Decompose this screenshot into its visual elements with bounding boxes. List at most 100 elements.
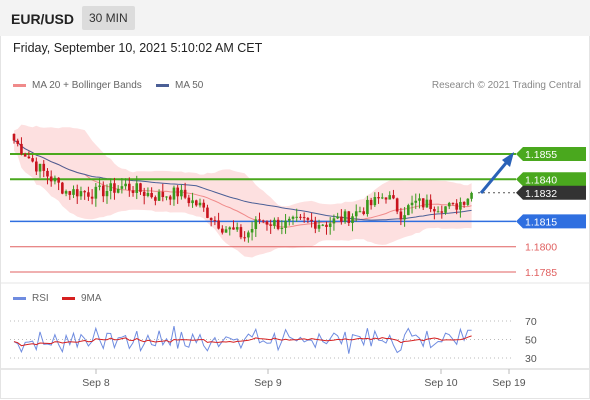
candle-body bbox=[377, 197, 380, 199]
candle-body bbox=[12, 133, 16, 141]
level-tag-resistance bbox=[516, 172, 586, 187]
level-label-1.1800: 1.1800 bbox=[525, 242, 557, 254]
candle-body bbox=[414, 200, 418, 203]
candle-body bbox=[98, 185, 101, 187]
legend-rsi: RSI bbox=[13, 293, 49, 304]
candle-body bbox=[321, 224, 325, 226]
candle-body bbox=[217, 220, 220, 229]
candle-body bbox=[462, 201, 466, 205]
candle-body bbox=[436, 211, 440, 213]
candle-body bbox=[429, 199, 432, 210]
candle-body bbox=[232, 227, 235, 230]
candle-body bbox=[362, 211, 365, 215]
candle-body bbox=[224, 229, 228, 233]
rsi-ma-line bbox=[13, 335, 472, 347]
candle-body bbox=[380, 197, 384, 199]
candle-body bbox=[247, 232, 250, 238]
level-label-1.1815: 1.1815 bbox=[525, 216, 557, 228]
rsi-tick-label: 30 bbox=[525, 353, 537, 365]
rsi-tick-label: 50 bbox=[525, 335, 537, 347]
candle-body bbox=[388, 195, 392, 200]
candle-body bbox=[317, 224, 321, 229]
level-label-1.1785: 1.1785 bbox=[525, 267, 557, 279]
candle-body bbox=[72, 189, 75, 195]
candle-body bbox=[57, 177, 60, 183]
legend-ma50: MA 50 bbox=[156, 80, 203, 91]
level-label-1.1832: 1.1832 bbox=[525, 188, 557, 200]
candle-body bbox=[101, 185, 105, 197]
candle-body bbox=[250, 228, 254, 233]
candle-body bbox=[284, 220, 287, 228]
candle-body bbox=[90, 196, 94, 199]
candle-body bbox=[221, 228, 224, 233]
x-tick-label: Sep 8 bbox=[82, 377, 110, 389]
candle-body bbox=[328, 223, 332, 227]
candle-body bbox=[113, 183, 116, 193]
candle-body bbox=[425, 199, 429, 208]
legend-rsi-ma: 9MA bbox=[62, 293, 102, 304]
candle-body bbox=[202, 202, 206, 208]
rsi-ma-swatch-icon bbox=[62, 296, 75, 300]
candle-body bbox=[336, 216, 339, 219]
candle-body bbox=[447, 202, 451, 207]
candle-body bbox=[27, 156, 31, 159]
candle-body bbox=[20, 143, 23, 155]
candle-body bbox=[176, 187, 179, 197]
candle-body bbox=[384, 197, 388, 200]
candle-body bbox=[440, 211, 444, 213]
candle-body bbox=[131, 190, 135, 194]
candle-body bbox=[459, 201, 462, 210]
candle-body bbox=[209, 217, 213, 221]
candle-body bbox=[265, 221, 269, 225]
candle-body bbox=[228, 227, 232, 230]
candle-body bbox=[75, 189, 79, 197]
candle-body bbox=[146, 192, 150, 196]
candle-body bbox=[302, 217, 306, 219]
candle-body bbox=[399, 211, 403, 220]
legend-rsi-label: RSI bbox=[32, 293, 49, 304]
candle-body bbox=[109, 183, 113, 191]
rsi-line bbox=[13, 326, 472, 354]
legend-ma50-label: MA 50 bbox=[175, 80, 204, 91]
timeframe-button[interactable]: 30 MIN bbox=[82, 6, 135, 30]
candle-body bbox=[42, 163, 46, 171]
candle-body bbox=[198, 202, 202, 206]
candle-body bbox=[280, 227, 284, 229]
candle-body bbox=[124, 183, 127, 187]
candle-body bbox=[191, 200, 194, 204]
candle-body bbox=[206, 207, 209, 218]
candle-body bbox=[94, 186, 98, 199]
candle-body bbox=[79, 191, 83, 197]
candle-body bbox=[128, 183, 131, 191]
rsi-tick-label: 70 bbox=[525, 316, 537, 328]
chart-datetime: Friday, September 10, 2021 5:10:02 AM CE… bbox=[13, 41, 263, 55]
candle-body bbox=[83, 191, 86, 193]
candle-body bbox=[213, 220, 217, 222]
candle-body bbox=[142, 191, 146, 196]
candle-body bbox=[444, 206, 447, 213]
candle-body bbox=[351, 216, 354, 224]
forecast-arrow-line bbox=[479, 162, 508, 194]
candle-body bbox=[276, 219, 280, 229]
candle-body bbox=[466, 198, 470, 205]
candle-body bbox=[410, 202, 414, 206]
candle-body bbox=[421, 198, 425, 208]
candle-body bbox=[23, 154, 27, 157]
candle-body bbox=[343, 211, 347, 222]
candle-body bbox=[150, 192, 153, 198]
candle-body bbox=[31, 158, 34, 162]
candle-body bbox=[295, 216, 299, 218]
copyright-text: Research © 2021 Trading Central bbox=[431, 80, 581, 91]
rsi-swatch-icon bbox=[13, 296, 26, 300]
candle-body bbox=[366, 199, 369, 215]
candle-body bbox=[168, 196, 172, 200]
x-tick-label: Sep 10 bbox=[424, 377, 457, 389]
candle-body bbox=[354, 211, 358, 217]
candle-body bbox=[261, 220, 265, 222]
candle-body bbox=[254, 219, 258, 229]
candle-body bbox=[116, 188, 120, 193]
candle-body bbox=[395, 198, 399, 212]
candle-body bbox=[165, 196, 168, 198]
candle-body bbox=[157, 191, 161, 201]
